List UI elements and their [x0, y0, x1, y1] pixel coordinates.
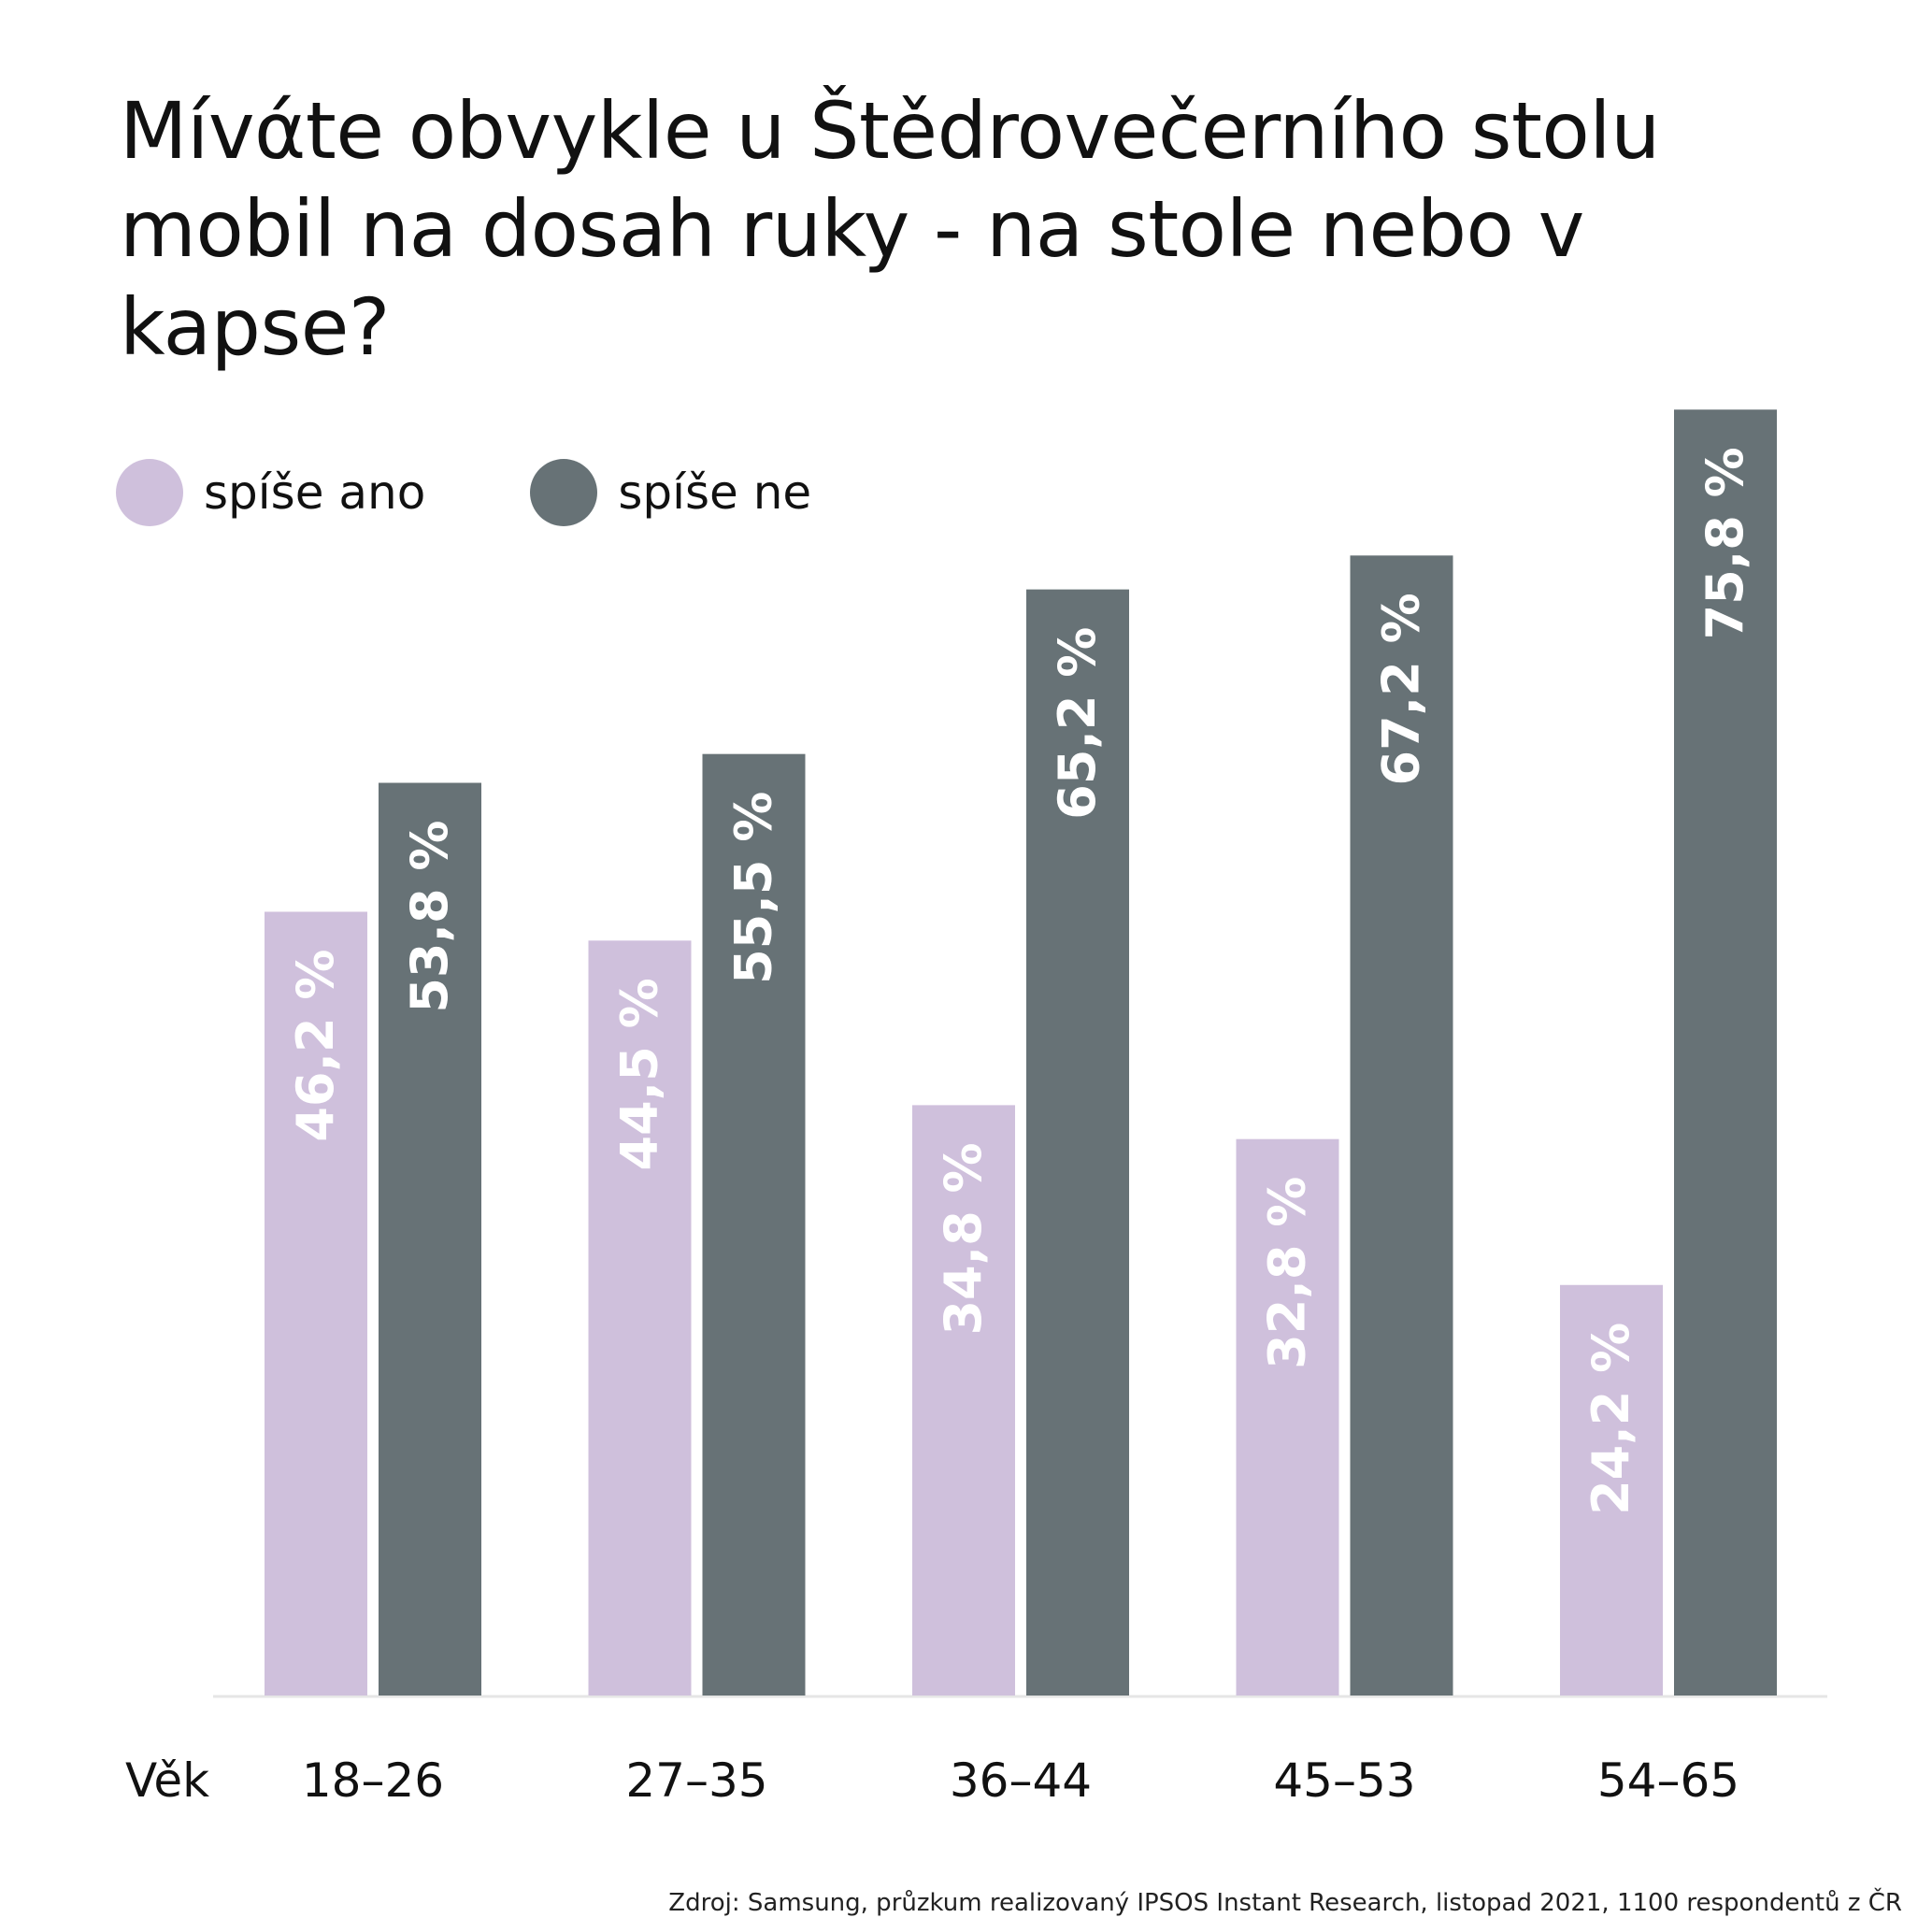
bar-spise-ne-1 — [379, 782, 481, 1696]
bar-spise-ano-5 — [1560, 1284, 1663, 1696]
legend-swatch-spise-ne — [530, 459, 598, 526]
x-tick-label-5: 54–65 — [1597, 1753, 1739, 1808]
bar-spise-ano-2 — [588, 940, 692, 1696]
bar-spise-ne-5 — [1674, 409, 1777, 1696]
bar-spise-ne-3 — [1026, 589, 1129, 1696]
x-tick-label-4: 45–53 — [1273, 1753, 1415, 1808]
x-tick-label-2: 27–35 — [625, 1753, 767, 1808]
legend-swatch-spise-ano — [116, 459, 183, 526]
bar-spise-ano-3 — [912, 1105, 1015, 1696]
data-label-spise-ne-3: 65,2 % — [1048, 627, 1107, 820]
chart-legend: spíše ano spíše ne — [116, 458, 916, 527]
legend-label-spise-ano: spíše ano — [204, 465, 426, 520]
data-label-spise-ne-4: 67,2 % — [1372, 593, 1431, 785]
bar-spise-ano-1 — [265, 911, 367, 1696]
data-label-spise-ne-5: 75,8 % — [1696, 447, 1754, 639]
bar-spise-ne-4 — [1350, 555, 1453, 1696]
data-label-spise-ano-4: 32,8 % — [1258, 1177, 1317, 1369]
data-label-spise-ano-2: 44,5 % — [610, 978, 669, 1170]
legend-item-spise-ne: spíše ne — [530, 459, 811, 526]
source-note: Zdroj: Samsung, průzkum realizovaný IPSO… — [668, 1889, 1902, 1917]
data-label-spise-ne-1: 53,8 % — [400, 821, 459, 1013]
x-axis-label: Věk — [125, 1753, 209, 1808]
data-label-spise-ne-2: 55,5 % — [724, 792, 783, 984]
data-label-spise-ano-3: 34,8 % — [934, 1142, 993, 1335]
data-label-spise-ano-1: 46,2 % — [286, 949, 345, 1141]
legend-item-spise-ano: spíše ano — [116, 459, 425, 526]
x-tick-label-3: 36–44 — [950, 1753, 1092, 1808]
bar-spise-ne-2 — [702, 753, 806, 1696]
bar-spise-ano-4 — [1236, 1138, 1339, 1696]
data-label-spise-ano-5: 24,2 % — [1581, 1323, 1640, 1515]
legend-label-spise-ne: spíše ne — [618, 465, 812, 520]
chart-title: Mívάte obvykle u Štědrovečerního stolu m… — [120, 85, 1660, 373]
x-tick-label-1: 18–26 — [302, 1753, 444, 1808]
